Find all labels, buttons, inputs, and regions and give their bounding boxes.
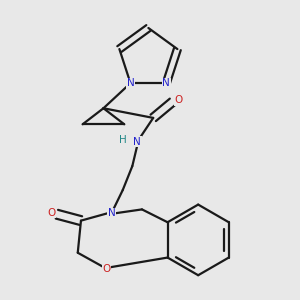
Text: O: O <box>103 264 111 274</box>
Text: N: N <box>127 78 134 88</box>
Text: O: O <box>47 208 55 218</box>
Text: O: O <box>174 95 182 105</box>
Text: H: H <box>119 135 127 146</box>
Text: N: N <box>162 78 170 88</box>
Text: N: N <box>108 208 115 218</box>
Text: N: N <box>133 137 141 147</box>
